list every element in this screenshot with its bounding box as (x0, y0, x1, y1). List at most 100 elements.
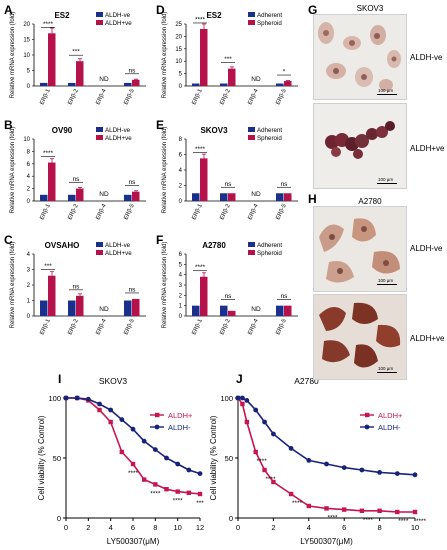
data-point (324, 461, 329, 467)
annotation-label: ND (251, 191, 261, 198)
annotation-label: **** (398, 518, 409, 525)
data-point (306, 503, 311, 509)
legend-label: ALDH+ (378, 411, 403, 420)
y-tick-label: 10 (23, 53, 30, 59)
chart-title: SKOV3 (99, 376, 128, 386)
chart-title: SKOV3 (200, 126, 228, 135)
scale-bar (377, 284, 397, 285)
annotation-label: **** (43, 150, 54, 157)
legend-swatch-red (96, 20, 103, 25)
y-axis-label: Relative mRNA expression (fold) (162, 242, 168, 329)
micro-label-skov3-aldh-neg: ALDH-ve (410, 53, 443, 62)
micro-label-a2780-aldh-pos: ALDH+ve (410, 334, 445, 343)
data-point (341, 465, 347, 470)
bar (276, 193, 284, 201)
panel-letter-a: A (4, 3, 13, 17)
legend-label: Spheroid (257, 20, 282, 27)
annotation-label: ND (99, 306, 109, 313)
bar (40, 194, 48, 201)
y-tick-label: 0 (57, 514, 61, 523)
x-tick-label: ERβ-1 (191, 318, 203, 336)
data-point (119, 417, 125, 422)
scale-label-h2: 100 µm (378, 366, 394, 371)
x-tick-label: 8 (153, 523, 157, 532)
annotation-label: ns (73, 176, 81, 183)
micro-label-a2780-aldh-neg: ALDH-ve (410, 244, 443, 253)
data-point (412, 509, 418, 515)
bar (132, 298, 140, 316)
bar (68, 82, 76, 86)
y-tick-label: 6 (179, 153, 183, 159)
series-line-ALDH+ (237, 397, 415, 513)
micro-image-skov3-aldh-pos (313, 103, 407, 189)
data-point (235, 395, 241, 401)
annotation-label: **** (265, 476, 276, 483)
panel-letter-e: E (156, 118, 165, 132)
cell-image (319, 302, 401, 368)
data-point (377, 508, 382, 513)
data-point (108, 407, 114, 413)
data-point (244, 419, 250, 425)
annotation-label: ND (251, 76, 261, 83)
bar (220, 305, 228, 316)
legend-marker (155, 412, 160, 418)
bar (76, 61, 84, 86)
y-tick-label: 5 (179, 72, 183, 78)
data-point (359, 467, 365, 473)
data-point (240, 395, 245, 401)
y-tick-label: 10 (175, 59, 182, 65)
annotation-label: ns (225, 293, 233, 300)
bar (48, 162, 56, 201)
annotation-label: ns (73, 283, 81, 290)
legend-swatch-red (248, 135, 255, 140)
y-axis-label: Cell viability (% Control) (210, 415, 218, 500)
data-point (130, 461, 136, 467)
annotation-label: ns (281, 181, 289, 188)
x-tick-label: ERβ-2 (67, 88, 79, 106)
bar (124, 82, 132, 86)
data-point (271, 479, 276, 485)
annotation-label: **** (327, 514, 338, 521)
y-tick-label: 20 (23, 22, 30, 28)
legend-label: ALDH-ve (105, 242, 131, 249)
bar (40, 82, 48, 86)
x-tick-label: 0 (64, 523, 68, 532)
legend-swatch-blue (248, 127, 255, 132)
data-point (164, 487, 169, 492)
y-tick-label: 25 (175, 22, 182, 28)
data-point (262, 419, 267, 425)
x-tick-label: 8 (378, 523, 382, 532)
x-tick-label: ERβ-1 (191, 88, 203, 106)
data-point (395, 509, 400, 515)
micro-title-h: A2780 (358, 197, 382, 206)
y-tick-label: 15 (175, 47, 182, 53)
legend-swatch-red (96, 135, 103, 140)
y-tick-label: 100 (48, 394, 61, 403)
legend-label: Adherent (257, 12, 282, 19)
data-point (175, 461, 181, 467)
data-point (153, 482, 158, 487)
legend-label: ALDH+ve (105, 20, 132, 27)
scale-label-g1: 100 µm (378, 88, 394, 93)
bar (276, 305, 284, 316)
y-tick-label: 0 (27, 199, 31, 205)
annotation-label: **** (363, 517, 374, 524)
legend-label: Spheroid (257, 250, 282, 257)
y-tick-label: 0 (27, 84, 31, 90)
bar (192, 83, 200, 86)
legend-marker (154, 424, 160, 430)
x-tick-label: ERβ-4 (95, 88, 108, 106)
y-tick-label: 3 (27, 268, 31, 274)
panel-letter-h: H (308, 192, 317, 206)
x-tick-label: ERβ-2 (67, 203, 79, 221)
data-point (97, 401, 102, 407)
annotation-label: **** (173, 498, 184, 505)
bar (124, 300, 132, 316)
y-tick-label: 10 (23, 137, 30, 143)
x-tick-label: ERβ-5 (275, 318, 287, 336)
x-tick-label: ERβ-2 (67, 318, 79, 336)
scale-bar (377, 94, 397, 95)
data-point (342, 507, 347, 512)
data-point (74, 395, 80, 401)
